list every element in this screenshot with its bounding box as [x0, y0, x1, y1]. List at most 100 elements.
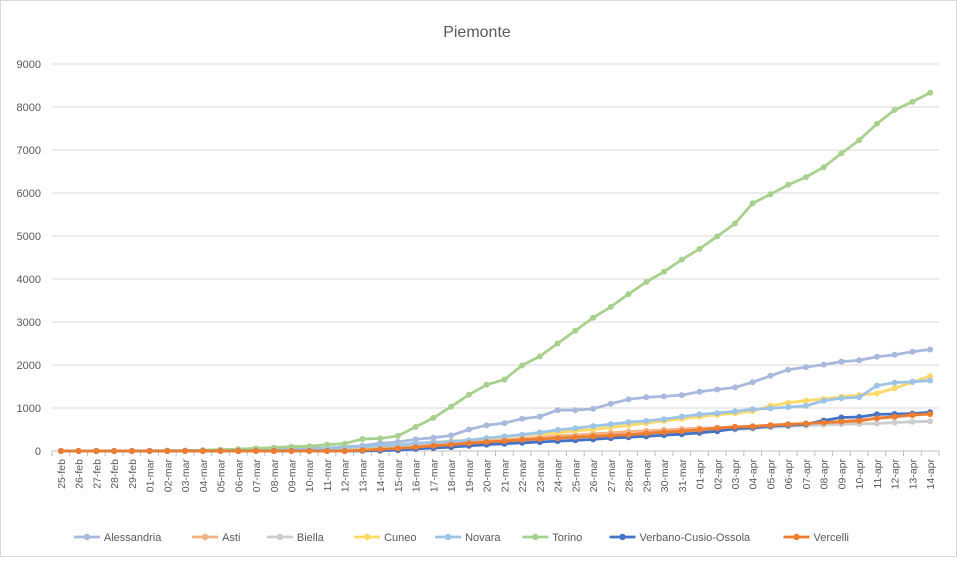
x-tick-label: 05-mar [216, 459, 228, 493]
data-point [732, 423, 738, 430]
data-point [820, 397, 827, 404]
data-point [536, 353, 543, 360]
data-point [802, 402, 809, 409]
series-line [59, 410, 932, 453]
data-point [661, 393, 667, 400]
data-point [678, 256, 685, 263]
data-point [341, 440, 348, 447]
data-point [607, 303, 614, 310]
data-point [536, 413, 543, 420]
data-point [767, 191, 774, 198]
data-point [661, 268, 667, 275]
legend-item: Alessandria [73, 532, 162, 544]
x-tick-label: 20-mar [482, 459, 494, 493]
data-point [394, 445, 401, 452]
y-tick-label: 0 [35, 446, 41, 458]
data-point [820, 164, 827, 171]
x-tick-label: 09-mar [286, 459, 298, 493]
data-point [661, 416, 667, 423]
legend-item: Biella [266, 532, 325, 544]
data-point [873, 120, 880, 127]
x-tick-label: 03-apr [730, 459, 742, 490]
x-tick-label: 22-mar [517, 459, 529, 493]
data-point [838, 418, 845, 425]
data-point [57, 448, 64, 454]
data-point [93, 448, 100, 454]
data-point [217, 448, 224, 454]
data-point [873, 382, 880, 389]
x-tick-label: 28-feb [109, 459, 121, 489]
data-point [820, 361, 827, 368]
data-point [714, 425, 721, 432]
data-point [891, 385, 898, 392]
data-point [767, 422, 774, 429]
data-point [678, 428, 685, 435]
data-point [696, 411, 703, 418]
data-point [856, 357, 863, 364]
data-point [785, 181, 792, 188]
data-point [625, 431, 632, 438]
data-point [749, 200, 756, 207]
data-point [519, 436, 526, 443]
data-point [465, 426, 472, 433]
x-tick-label: 04-apr [748, 459, 760, 490]
data-point [554, 407, 561, 414]
legend-item: Torino [522, 532, 582, 544]
data-point [873, 353, 880, 360]
data-point [465, 440, 472, 447]
x-tick-label: 07-apr [801, 459, 813, 490]
data-point [519, 415, 526, 422]
data-point [909, 98, 916, 105]
x-tick-label: 06-apr [783, 459, 795, 490]
data-point [838, 358, 845, 365]
data-point [501, 438, 508, 445]
data-point [572, 434, 579, 441]
data-point [891, 413, 898, 420]
data-point [625, 291, 632, 298]
data-point [927, 346, 934, 353]
data-point [661, 429, 667, 436]
data-point [306, 448, 313, 454]
legend-label: Alessandria [104, 532, 162, 544]
data-point [732, 408, 738, 415]
x-tick-label: 21-mar [499, 459, 511, 493]
series-group [57, 89, 934, 454]
data-point [873, 415, 880, 422]
data-point [448, 432, 455, 439]
x-tick-label: 17-mar [428, 459, 440, 493]
data-point [182, 448, 188, 454]
data-point [696, 388, 703, 395]
data-point [536, 429, 543, 436]
x-tick-label: 07-mar [251, 459, 263, 493]
data-point [501, 433, 508, 440]
data-point [590, 405, 597, 412]
x-tick-label: 03-mar [180, 459, 192, 493]
data-point [111, 448, 118, 454]
x-tick-label: 10-mar [304, 459, 316, 493]
data-point [891, 107, 898, 113]
data-point [288, 448, 295, 454]
x-tick-label: 13-mar [357, 459, 369, 493]
y-tick-label: 8000 [17, 102, 41, 114]
data-point [590, 423, 597, 430]
data-point [625, 419, 632, 426]
data-point [607, 421, 614, 428]
data-point [128, 448, 135, 454]
x-tick-label: 02-apr [712, 459, 724, 490]
data-point [146, 448, 153, 454]
data-point [270, 448, 277, 454]
data-point [359, 436, 366, 442]
series-asti [57, 411, 934, 454]
y-tick-label: 6000 [17, 188, 41, 200]
data-point [909, 378, 916, 385]
legend-swatch-marker [444, 533, 452, 541]
x-tick-label: 10-apr [854, 459, 866, 490]
x-tick-label: 04-mar [198, 459, 210, 493]
data-point [696, 426, 703, 433]
x-tick-label: 08-apr [819, 459, 831, 490]
y-tick-label: 1000 [17, 403, 41, 415]
data-point [802, 364, 809, 371]
data-point [643, 394, 650, 401]
series-torino [57, 89, 934, 454]
